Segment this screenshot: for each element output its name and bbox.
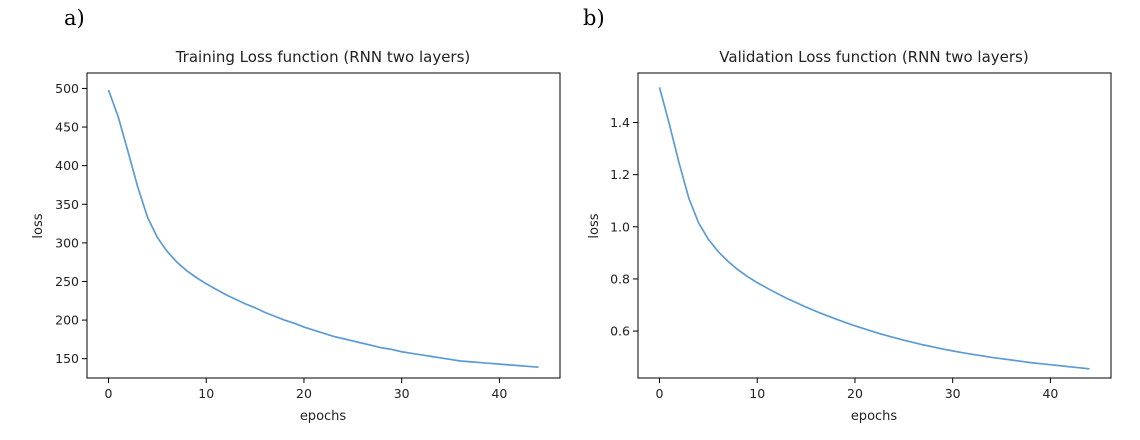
- training-loss-chart: a) Training Loss function (RNN two layer…: [31, 6, 561, 424]
- x-axis-label: epochs: [851, 409, 898, 424]
- chart-title: Validation Loss function (RNN two layers…: [719, 48, 1028, 66]
- y-tick-label: 250: [55, 274, 79, 289]
- x-tick-label: 0: [656, 386, 664, 401]
- plot-frame: [637, 72, 1112, 379]
- y-axis-label: loss: [587, 213, 602, 238]
- x-tick-label: 30: [945, 386, 961, 401]
- y-tick-label: 1.4: [610, 115, 630, 130]
- x-axis-label: epochs: [300, 409, 347, 424]
- panel-label-b: b): [583, 6, 605, 30]
- x-tick-label: 10: [749, 386, 765, 401]
- chart-title: Training Loss function (RNN two layers): [175, 48, 471, 66]
- y-tick-label: 0.6: [610, 324, 630, 339]
- validation-loss-line: [658, 87, 1090, 370]
- y-tick-label: 0.8: [610, 271, 630, 286]
- y-tick-label: 1.0: [610, 219, 630, 234]
- x-tick-label: 40: [1042, 386, 1058, 401]
- plot-frame: [86, 72, 561, 379]
- axis-ticks: 0 10 20 30 40 150 200 250 300 350 400 450 500: [55, 81, 507, 401]
- y-tick-label: 150: [55, 351, 79, 366]
- x-tick-label: 20: [847, 386, 863, 401]
- validation-loss-chart: b) Validation Loss function (RNN two lay…: [583, 6, 1112, 424]
- axis-ticks: 0 10 20 30 40 0.6 0.8 1.0 1.2 1.4: [610, 115, 1058, 401]
- panel-label-a: a): [64, 6, 85, 30]
- y-tick-label: 450: [55, 120, 79, 135]
- x-tick-label: 20: [296, 386, 312, 401]
- y-axis-label: loss: [31, 213, 46, 238]
- y-tick-label: 500: [55, 81, 79, 96]
- y-tick-label: 1.2: [610, 167, 630, 182]
- y-tick-label: 200: [55, 313, 79, 328]
- x-tick-label: 10: [198, 386, 214, 401]
- x-tick-label: 0: [105, 386, 113, 401]
- y-tick-label: 400: [55, 158, 79, 173]
- y-tick-label: 300: [55, 235, 79, 250]
- y-tick-label: 350: [55, 197, 79, 212]
- x-tick-label: 30: [394, 386, 410, 401]
- x-tick-label: 40: [491, 386, 507, 401]
- training-loss-line: [107, 89, 539, 369]
